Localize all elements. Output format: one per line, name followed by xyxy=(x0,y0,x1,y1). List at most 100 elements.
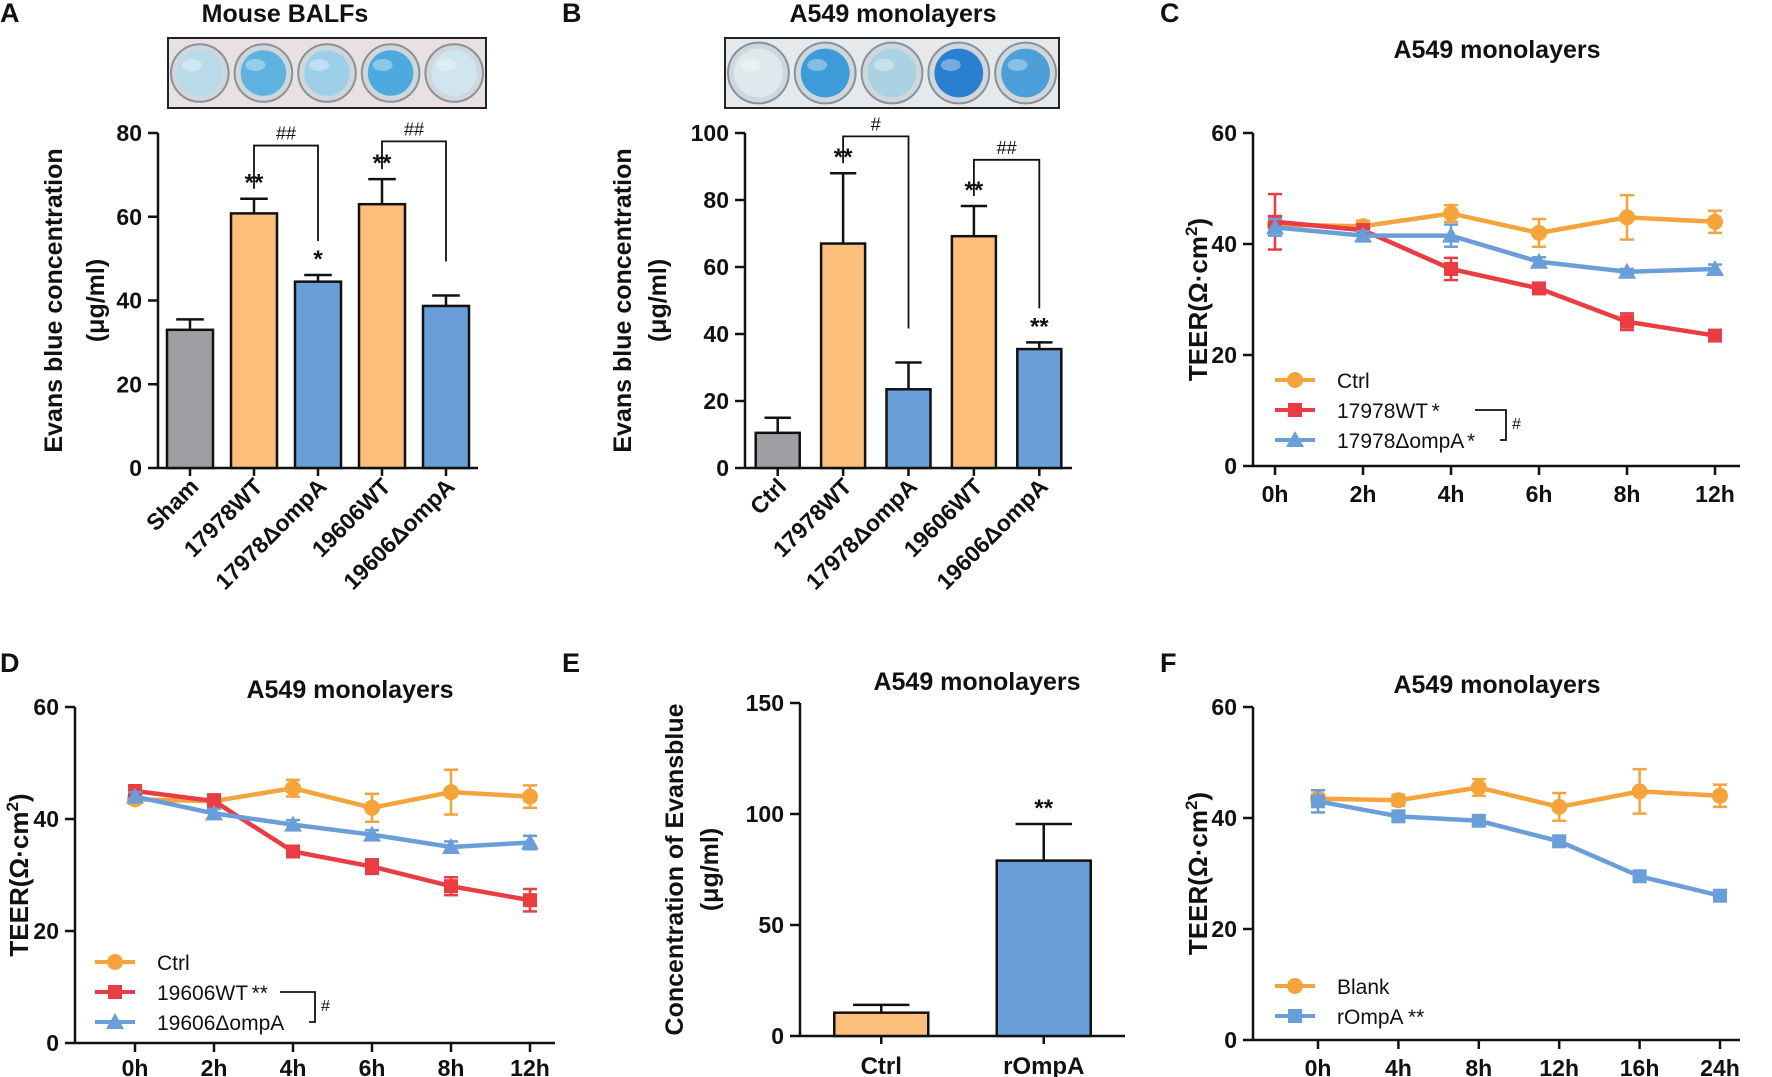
marker-square xyxy=(444,879,458,894)
y-axis-label-sup: 2 xyxy=(1182,227,1201,236)
panel-title: A549 monolayers xyxy=(789,0,996,28)
y-axis-label-line1: Evans blue concentration xyxy=(609,148,637,452)
series-19606-ompa xyxy=(126,787,539,854)
well-highlight xyxy=(740,59,761,71)
bracket-label: ## xyxy=(404,119,424,139)
y-axis-label-main: TEER(Ω·cm xyxy=(4,812,34,957)
y-tick-label: 60 xyxy=(1211,694,1237,720)
marker-triangle xyxy=(1266,218,1284,235)
well-liquid xyxy=(867,48,917,98)
significance-stars: ** xyxy=(1034,795,1053,822)
y-tick-label: 0 xyxy=(771,1023,784,1049)
x-tick-label: 0h xyxy=(1305,1055,1332,1077)
bar xyxy=(995,859,1092,1038)
bracket-label: # xyxy=(871,114,881,134)
significance-bracket xyxy=(253,144,319,241)
marker-circle xyxy=(1443,205,1459,222)
y-axis-label: TEER(Ω·cm2) xyxy=(1182,792,1213,955)
y-axis: 0 20 40 60 xyxy=(1211,694,1255,1053)
marker-square xyxy=(1471,813,1486,828)
marker-circle xyxy=(1707,213,1723,230)
well-plate-photo-mouse-balfs xyxy=(167,37,487,109)
x-tick-label: rOmpA xyxy=(1003,1053,1084,1077)
x-tick-label: 2h xyxy=(201,1055,228,1077)
series-17978-ompa xyxy=(1266,217,1724,279)
marker-circle xyxy=(522,788,538,805)
y-axis-label-line1: Evans blue concentration xyxy=(40,148,68,452)
legend-significance: ** xyxy=(252,982,268,1005)
y-tick-label: 50 xyxy=(758,912,784,938)
legend-label: rOmpA xyxy=(1337,1006,1404,1029)
marker-circle xyxy=(1390,792,1407,809)
significance-stars: * xyxy=(313,246,323,273)
x-tick-label: 4h xyxy=(280,1055,307,1077)
y-axis-label-sup: 2 xyxy=(1182,801,1201,810)
marker-circle xyxy=(1470,779,1487,796)
x-tick-label: 8h xyxy=(1614,481,1641,507)
y-tick-label: 100 xyxy=(691,120,729,146)
panel-f: F A549 monolayers 0 20 40 60 0h 4h 8h 12h 16h 24h TE… xyxy=(1160,648,1740,1077)
x-tick-label: Sham xyxy=(141,473,204,536)
marker-circle xyxy=(443,784,459,801)
marker-circle xyxy=(285,780,301,797)
panel-d: D A549 monolayers 0 20 40 60 0h 2h 4h 6h 8h 12h TEER… xyxy=(0,648,555,1077)
y-tick-label: 60 xyxy=(703,254,729,280)
marker-square xyxy=(523,893,537,908)
legend-bracket-label: # xyxy=(1512,416,1521,433)
y-axis-label: TEER(Ω·cm2) xyxy=(3,793,34,956)
y-axis-label-sup: 2 xyxy=(3,802,22,811)
marker-square xyxy=(207,794,221,809)
x-tick-label: 12h xyxy=(1539,1055,1579,1077)
marker-square xyxy=(1713,888,1727,903)
bracket-label: ## xyxy=(276,124,296,144)
well-liquid xyxy=(734,48,783,98)
x-tick-label: 19606ΔompA xyxy=(338,473,459,594)
y-tick-label: 60 xyxy=(116,204,142,230)
well-highlight xyxy=(372,59,393,71)
legend-bracket xyxy=(1475,409,1507,441)
panel-title: A549 monolayers xyxy=(1393,671,1600,699)
marker-triangle xyxy=(106,1013,124,1029)
series-line xyxy=(1317,799,1721,898)
series-17978wt xyxy=(1268,192,1722,343)
y-axis-label-line2: (μg/ml) xyxy=(644,259,672,342)
marker-triangle xyxy=(1286,431,1304,447)
y-axis-label-line2: (μg/ml) xyxy=(82,259,110,342)
y-tick-label: 0 xyxy=(1224,1027,1237,1053)
series-rompa xyxy=(1311,789,1727,903)
marker-square xyxy=(1288,403,1302,417)
legend-significance: * xyxy=(1432,400,1440,423)
panel-e: E A549 monolayers 0 50 100 150 Concentration o… xyxy=(562,648,1125,1077)
marker-square xyxy=(1391,809,1406,824)
well-highlight xyxy=(874,59,894,71)
marker-triangle xyxy=(1706,259,1724,276)
bar xyxy=(357,202,407,470)
series-line xyxy=(1274,211,1716,236)
y-axis-label-line1: Concentration of Evansblue xyxy=(661,703,689,1035)
y-axis-label-main: TEER(Ω·cm xyxy=(1183,810,1213,955)
marker-square xyxy=(1708,328,1722,343)
bar xyxy=(885,388,932,470)
well-liquid xyxy=(304,50,350,96)
marker-circle xyxy=(1531,224,1547,241)
y-tick-label: 0 xyxy=(129,455,142,481)
well-liquid xyxy=(800,48,850,98)
marker-triangle xyxy=(1618,262,1636,279)
legend-label: 17978ΔompA xyxy=(1337,430,1464,453)
legend-bracket xyxy=(280,991,316,1023)
marker-square xyxy=(1632,869,1647,884)
x-tick-label: 12h xyxy=(1695,481,1735,507)
marker-triangle xyxy=(442,838,460,854)
panel-c: C A549 monolayers 0 20 40 60 0h 2h 4h 6h 8h 12h TEER… xyxy=(1160,0,1740,507)
series-line xyxy=(1317,785,1721,810)
y-tick-label: 150 xyxy=(746,690,784,716)
y-axis: 0 20 40 60 80 100 xyxy=(691,120,747,481)
panel-title: Mouse BALFs xyxy=(202,0,369,28)
marker-square xyxy=(1288,1009,1302,1023)
x-tick-label: 24h xyxy=(1700,1055,1740,1077)
marker-square xyxy=(108,985,122,999)
marker-square xyxy=(1620,314,1634,329)
marker-square xyxy=(365,859,379,874)
x-tick-label: 8h xyxy=(438,1055,465,1077)
y-tick-label: 60 xyxy=(1211,120,1237,146)
